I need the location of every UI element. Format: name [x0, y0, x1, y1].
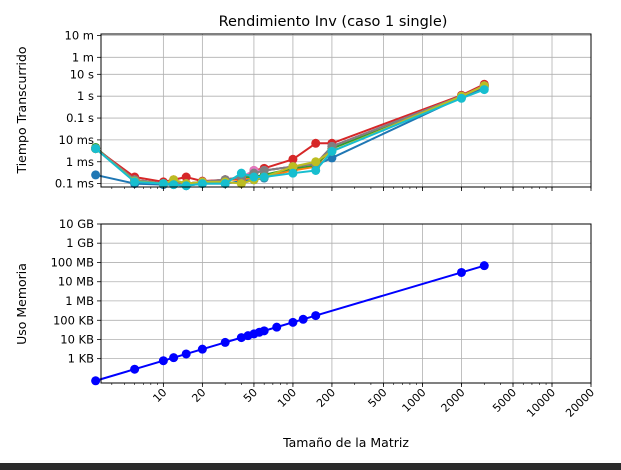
data-point [169, 353, 179, 363]
x-tick-label: 10 [150, 386, 169, 405]
x-tick-label: 100 [275, 386, 299, 410]
data-point [327, 146, 337, 156]
y-tick-label: 1 KB [68, 352, 95, 366]
y-tick-label: 10 m [65, 28, 95, 42]
data-point [249, 172, 259, 182]
data-point [311, 138, 321, 148]
time-grid [101, 34, 592, 187]
time-panel: 0.1 ms 1 ms 10 ms 0.1 s 1 s 10 s 1 m 10 m Tiemp… [14, 28, 592, 191]
data-point [236, 179, 246, 189]
x-tick-label: 200 [314, 386, 338, 410]
data-point [220, 337, 230, 347]
memory-y-axis-label: Uso Memoria [14, 263, 29, 345]
x-tick-label: 10000 [524, 386, 558, 420]
x-tick-label: 2000 [439, 386, 468, 415]
data-point [236, 168, 246, 178]
data-point [327, 153, 337, 163]
memory-series-group [91, 261, 489, 386]
data-point [130, 364, 140, 374]
time-axes-frame [100, 33, 592, 188]
data-point [288, 317, 298, 327]
data-point [197, 344, 207, 354]
y-tick-label: 10 KB [60, 332, 94, 346]
data-point [456, 267, 466, 277]
data-point [259, 165, 269, 175]
y-tick-label: 10 s [70, 67, 94, 81]
bottom-bar [0, 463, 621, 470]
y-tick-label: 100 KB [53, 313, 94, 327]
data-point [288, 162, 298, 172]
y-tick-label: 10 MB [58, 275, 94, 289]
time-y-ticks: 0.1 ms 1 ms 10 ms 0.1 s 1 s 10 s 1 m 10 m [55, 28, 101, 191]
x-tick-label: 5000 [490, 386, 519, 415]
memory-x-ticks: 10 20 50 100 200 500 1000 2000 5000 10000 20000 [111, 383, 597, 420]
y-tick-label: 100 MB [51, 256, 95, 270]
data-point [91, 376, 101, 386]
y-tick-label: 1 m [72, 50, 94, 64]
data-point [288, 154, 298, 164]
y-tick-label: 10 ms [59, 133, 94, 147]
data-point [158, 179, 168, 189]
x-tick-label: 50 [241, 386, 260, 405]
data-point [272, 322, 282, 332]
y-tick-label: 1 MB [65, 294, 94, 308]
data-point [181, 181, 191, 191]
data-point [259, 326, 269, 336]
y-tick-label: 1 s [77, 89, 94, 103]
data-point [456, 93, 466, 103]
data-point [311, 311, 321, 321]
y-tick-label: 0.1 ms [55, 177, 94, 191]
x-tick-label: 500 [366, 386, 390, 410]
data-point [181, 349, 191, 359]
data-point [197, 179, 207, 189]
data-point [298, 314, 308, 324]
data-point [181, 172, 191, 182]
data-point [311, 157, 321, 167]
y-tick-label: 1 ms [66, 155, 94, 169]
data-point [479, 85, 489, 95]
data-point [311, 165, 321, 175]
x-axis-label: Tamaño de la Matriz [282, 435, 409, 450]
x-tick-label: 20000 [563, 386, 597, 420]
time-x-ticks [111, 187, 592, 191]
y-tick-label: 0.1 s [66, 111, 94, 125]
data-point [158, 356, 168, 366]
data-point [130, 177, 140, 187]
memory-axes-frame [100, 223, 592, 384]
data-point [288, 168, 298, 178]
memory-y-ticks: 1 KB 10 KB 100 KB 1 MB 10 MB 100 MB 1 GB 10 GB [51, 217, 101, 366]
y-tick-label: 10 GB [59, 217, 94, 231]
chart-title: Rendimiento Inv (caso 1 single) [219, 14, 448, 30]
data-point [169, 180, 179, 190]
x-tick-label: 20 [189, 386, 208, 405]
data-point [91, 144, 101, 154]
data-point [91, 170, 101, 180]
time-series-group [91, 79, 489, 191]
data-point [220, 179, 230, 189]
data-point [479, 261, 489, 271]
time-y-axis-label: Tiempo Transcurrido [14, 46, 29, 174]
data-point [259, 172, 269, 182]
y-tick-label: 1 GB [66, 236, 94, 250]
x-tick-label: 1000 [400, 386, 429, 415]
